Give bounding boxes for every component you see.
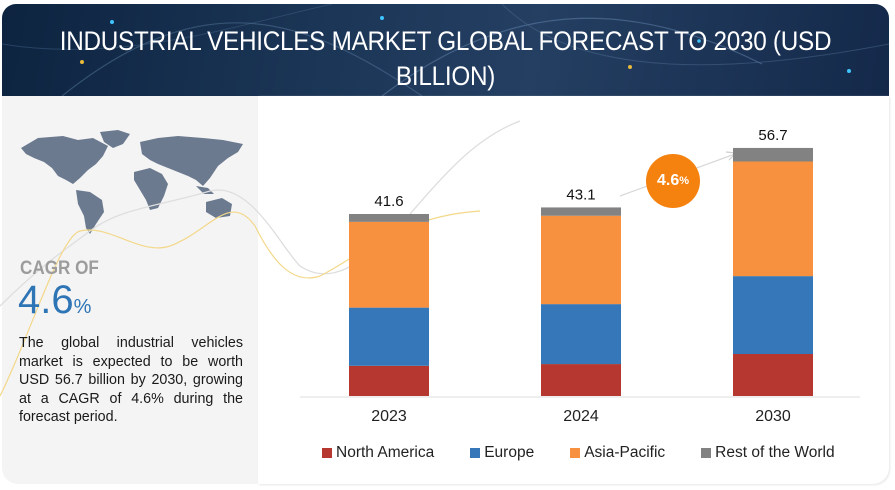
legend-item-europe: Europe: [470, 444, 534, 462]
header-banner: INDUSTRIAL VEHICLES MARKET GLOBAL FORECA…: [2, 4, 889, 96]
title-line-1: INDUSTRIAL VEHICLES MARKET GLOBAL FORECA…: [59, 26, 832, 56]
page-title: INDUSTRIAL VEHICLES MARKET GLOBAL FORECA…: [46, 24, 844, 94]
legend-label: Rest of the World: [715, 444, 835, 461]
bar-segment-europe-2030: [733, 276, 813, 354]
cagr-badge-unit: %: [679, 175, 690, 187]
chart-legend: North America Europe Asia-Pacific Rest of t…: [322, 444, 871, 462]
legend-label: Europe: [484, 444, 535, 461]
cagr-unit: %: [73, 296, 92, 318]
legend-swatch: [322, 448, 332, 458]
title-line-2: BILLION): [395, 61, 496, 91]
x-tick-label-2023: 2023: [371, 408, 407, 425]
cagr-value: 4.6%: [18, 279, 91, 328]
cagr-label: CAGR OF: [20, 258, 99, 279]
bar-segment-rest-of-the-world-2024: [541, 207, 621, 216]
x-tick-label-2030: 2030: [755, 408, 791, 425]
legend-item-asia-pacific: Asia-Pacific: [570, 444, 665, 462]
legend-swatch: [470, 448, 481, 458]
cagr-badge: 4.6%: [646, 154, 700, 208]
bar-segment-north-america-2024: [541, 364, 621, 396]
legend-swatch: [570, 448, 581, 458]
bar-segment-asia-pacific-2030: [733, 161, 813, 277]
legend-item-north-america: North America: [322, 444, 434, 462]
cagr-number: 4.6: [18, 278, 74, 322]
bar-segment-europe-2023: [349, 307, 429, 366]
bar-segment-asia-pacific-2024: [541, 215, 621, 305]
legend-swatch: [701, 448, 712, 458]
bar-segment-north-america-2030: [733, 354, 813, 396]
data-label-total-2023: 41.6: [374, 193, 403, 210]
bar-segment-rest-of-the-world-2023: [349, 214, 429, 222]
bar-segment-europe-2024: [541, 304, 621, 365]
banner-decoration: [2, 4, 889, 96]
bar-segment-north-america-2023: [349, 365, 429, 396]
market-description: The global industrial vehicles market is…: [19, 335, 243, 425]
bar-segment-asia-pacific-2023: [349, 221, 429, 308]
world-map-icon: [21, 130, 243, 234]
data-label-total-2024: 43.1: [566, 186, 595, 203]
legend-label: Asia-Pacific: [584, 444, 666, 461]
cagr-badge-value: 4.6: [656, 172, 680, 189]
x-tick-label-2024: 2024: [563, 408, 599, 425]
data-label-total-2030: 56.7: [758, 127, 787, 144]
legend-label: North America: [336, 444, 435, 461]
bar-segment-rest-of-the-world-2030: [733, 147, 813, 162]
legend-item-rest-of-the-world: Rest of the World: [701, 444, 835, 462]
